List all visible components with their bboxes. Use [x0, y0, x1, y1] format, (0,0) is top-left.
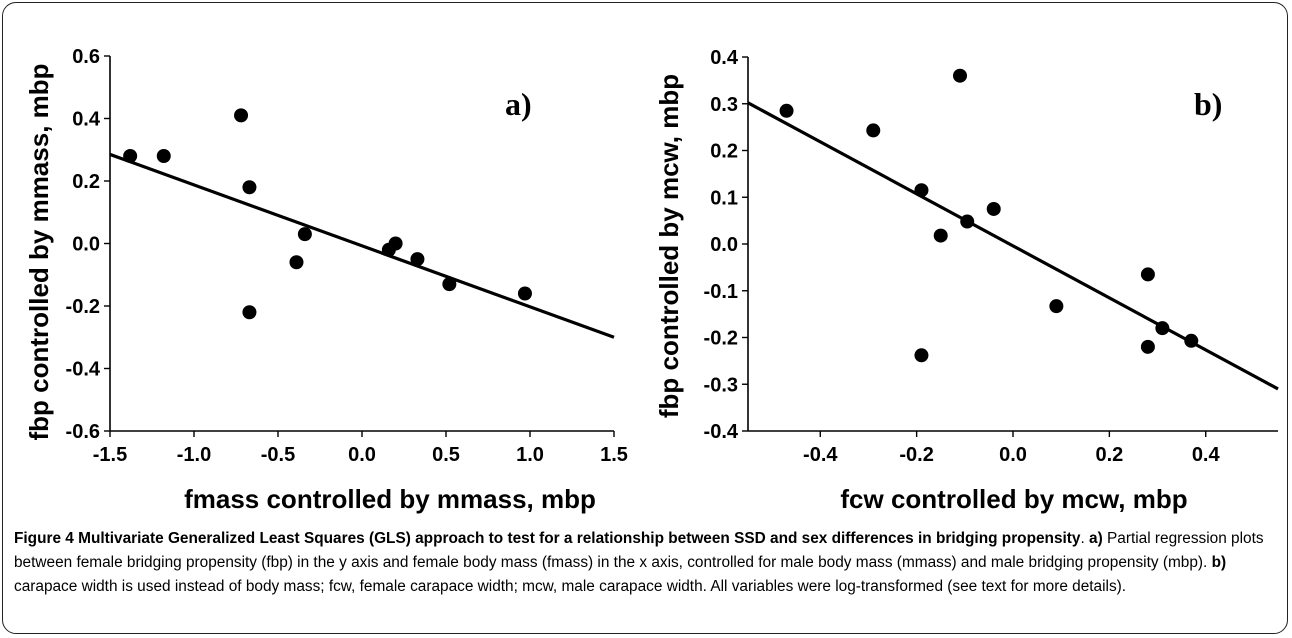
data-point: [289, 255, 304, 270]
data-point: [866, 123, 881, 138]
data-point: [953, 68, 967, 83]
x-tick-label: 0.5: [432, 444, 460, 466]
figure-caption: Figure 4 Multivariate Generalized Least …: [14, 527, 1276, 599]
data-point: [914, 183, 929, 198]
data-point: [1140, 267, 1155, 282]
y-tick-label: -0.4: [704, 421, 739, 443]
data-point: [242, 305, 257, 320]
y-tick-label: 0.2: [710, 141, 738, 163]
regression-line: [747, 101, 1279, 391]
y-tick-label: 0.4: [710, 47, 739, 69]
x-axis-label: fcw controlled by mcw, mbp: [840, 484, 1187, 514]
y-tick-label: -0.6: [66, 421, 100, 443]
chart-panel-b: -0.4 -0.3 -0.2 -0.1 0.0 0.1 0.2 0.3 0.4 -0.4 -0.2…: [654, 47, 1279, 514]
chart-panel-a: -0.6 -0.4 -0.2 0.0 0.2 0.4 0.6 -1.5 -1.0 -0.5 0.0…: [24, 46, 628, 514]
data-point: [1140, 339, 1155, 354]
y-tick-label: -0.1: [704, 281, 738, 303]
y-tick-label: 0.0: [72, 234, 100, 256]
data-point: [156, 149, 171, 163]
data-point: [779, 103, 794, 118]
x-tick-label: 0.0: [999, 444, 1027, 466]
caption-text-a: Partial regression plots between female …: [14, 530, 1264, 571]
x-axis-label: fmass controlled by mmass, mbp: [184, 484, 596, 514]
data-point: [960, 214, 975, 229]
y-tick-label: -0.2: [66, 296, 100, 318]
data-point: [234, 108, 249, 123]
y-axis-label: fbp controlled by mmass, mbp: [24, 63, 54, 440]
data-point: [388, 236, 403, 251]
x-tick-label: 1.5: [600, 444, 628, 466]
caption-text-b: carapace width is used instead of body m…: [14, 578, 1127, 595]
data-point: [123, 149, 138, 163]
y-tick-label: -0.3: [704, 374, 738, 396]
data-point: [242, 180, 257, 195]
caption-period: .: [1080, 530, 1090, 547]
x-tick-label: -0.2: [899, 444, 933, 466]
x-tick-label: -0.4: [803, 444, 838, 466]
y-axis-label: fbp controlled by mcw, mbp: [654, 74, 684, 418]
x-tick-label: -1.0: [177, 444, 211, 466]
data-point: [410, 252, 425, 267]
x-tick-label: -1.5: [93, 444, 127, 466]
data-point: [517, 286, 532, 301]
x-tick-label: 0.0: [348, 444, 376, 466]
panel-label-a: a): [505, 86, 532, 122]
data-point: [1184, 333, 1199, 348]
regression-line: [109, 152, 615, 339]
y-tick-label: 0.6: [72, 46, 100, 68]
y-tick-label: 0.2: [72, 171, 100, 193]
y-tick-label: 0.0: [710, 234, 738, 256]
x-tick-label: 1.0: [516, 444, 544, 466]
data-point: [1049, 299, 1064, 314]
caption-label-b: b): [1211, 554, 1227, 571]
data-point: [442, 277, 457, 292]
x-tick-label: 0.4: [1192, 444, 1221, 466]
x-tick-label: 0.2: [1095, 444, 1123, 466]
data-point: [914, 348, 929, 363]
panel-label-b: b): [1194, 86, 1222, 122]
data-point: [1155, 321, 1170, 336]
caption-label-a: a): [1089, 530, 1103, 547]
x-tick-label: -0.5: [261, 444, 295, 466]
data-point: [297, 227, 312, 242]
data-point: [933, 228, 948, 243]
caption-title: Figure 4 Multivariate Generalized Least …: [14, 530, 1081, 547]
data-point: [986, 201, 1001, 216]
y-tick-label: -0.4: [66, 359, 101, 381]
y-tick-label: 0.3: [710, 94, 738, 116]
y-tick-label: 0.4: [72, 109, 101, 131]
y-tick-label: -0.2: [704, 328, 738, 350]
y-tick-label: 0.1: [710, 187, 738, 209]
